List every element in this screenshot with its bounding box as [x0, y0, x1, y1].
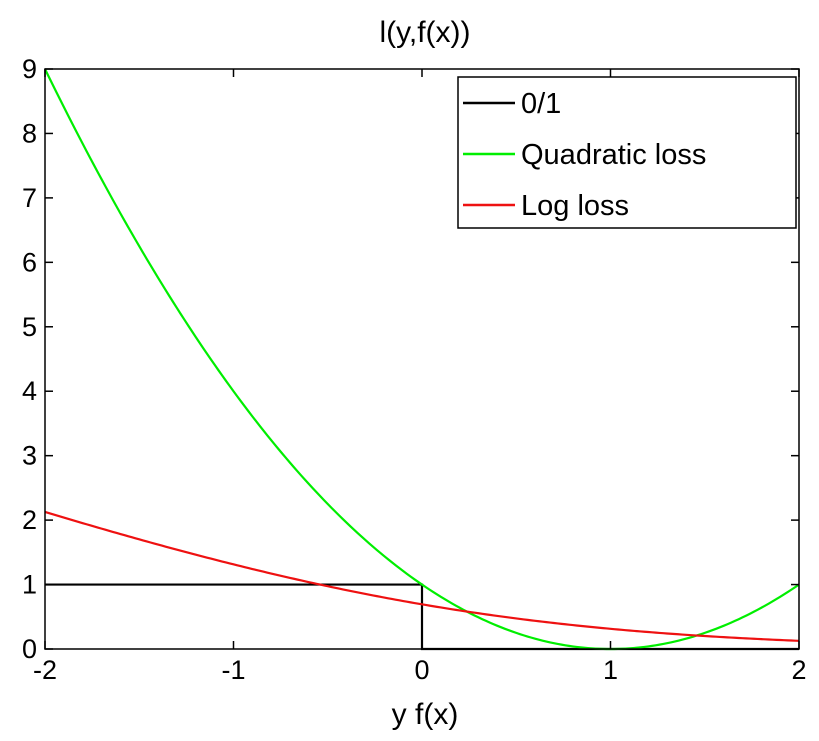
- legend-label-log-loss: Log loss: [521, 190, 629, 222]
- x-tick-label: 0: [414, 655, 429, 685]
- series-line-quadratic-loss: [44, 68, 800, 651]
- legend: 0/1 Quadratic loss Log loss: [457, 76, 797, 229]
- x-axis-label: y f(x): [392, 698, 459, 731]
- x-tick-label: 2: [791, 655, 806, 685]
- y-tick-label: 7: [22, 183, 37, 213]
- x-tick-label: 1: [603, 655, 618, 685]
- y-tick-label: 6: [22, 247, 37, 277]
- y-tick-label: 4: [22, 376, 37, 406]
- y-tick-label: 5: [22, 312, 37, 342]
- legend-label-0-1: 0/1: [521, 88, 561, 120]
- chart-title: l(y,f(x)): [379, 16, 470, 49]
- y-tick-label: 9: [22, 54, 37, 84]
- series-line-log-loss: [44, 510, 800, 642]
- y-tick-label: 0: [22, 634, 37, 664]
- legend-label-quadratic-loss: Quadratic loss: [521, 139, 706, 171]
- x-tick-label: -1: [221, 655, 245, 685]
- x-tick-label: -2: [33, 655, 57, 685]
- y-tick-label: 1: [22, 570, 37, 600]
- y-tick-label: 2: [22, 505, 37, 535]
- y-tick-label: 3: [22, 441, 37, 471]
- y-tick-label: 8: [22, 118, 37, 148]
- axis-ticks: -2 -1 0 1 2 0 1 2 3 4 5 6 7 8 9: [22, 54, 807, 685]
